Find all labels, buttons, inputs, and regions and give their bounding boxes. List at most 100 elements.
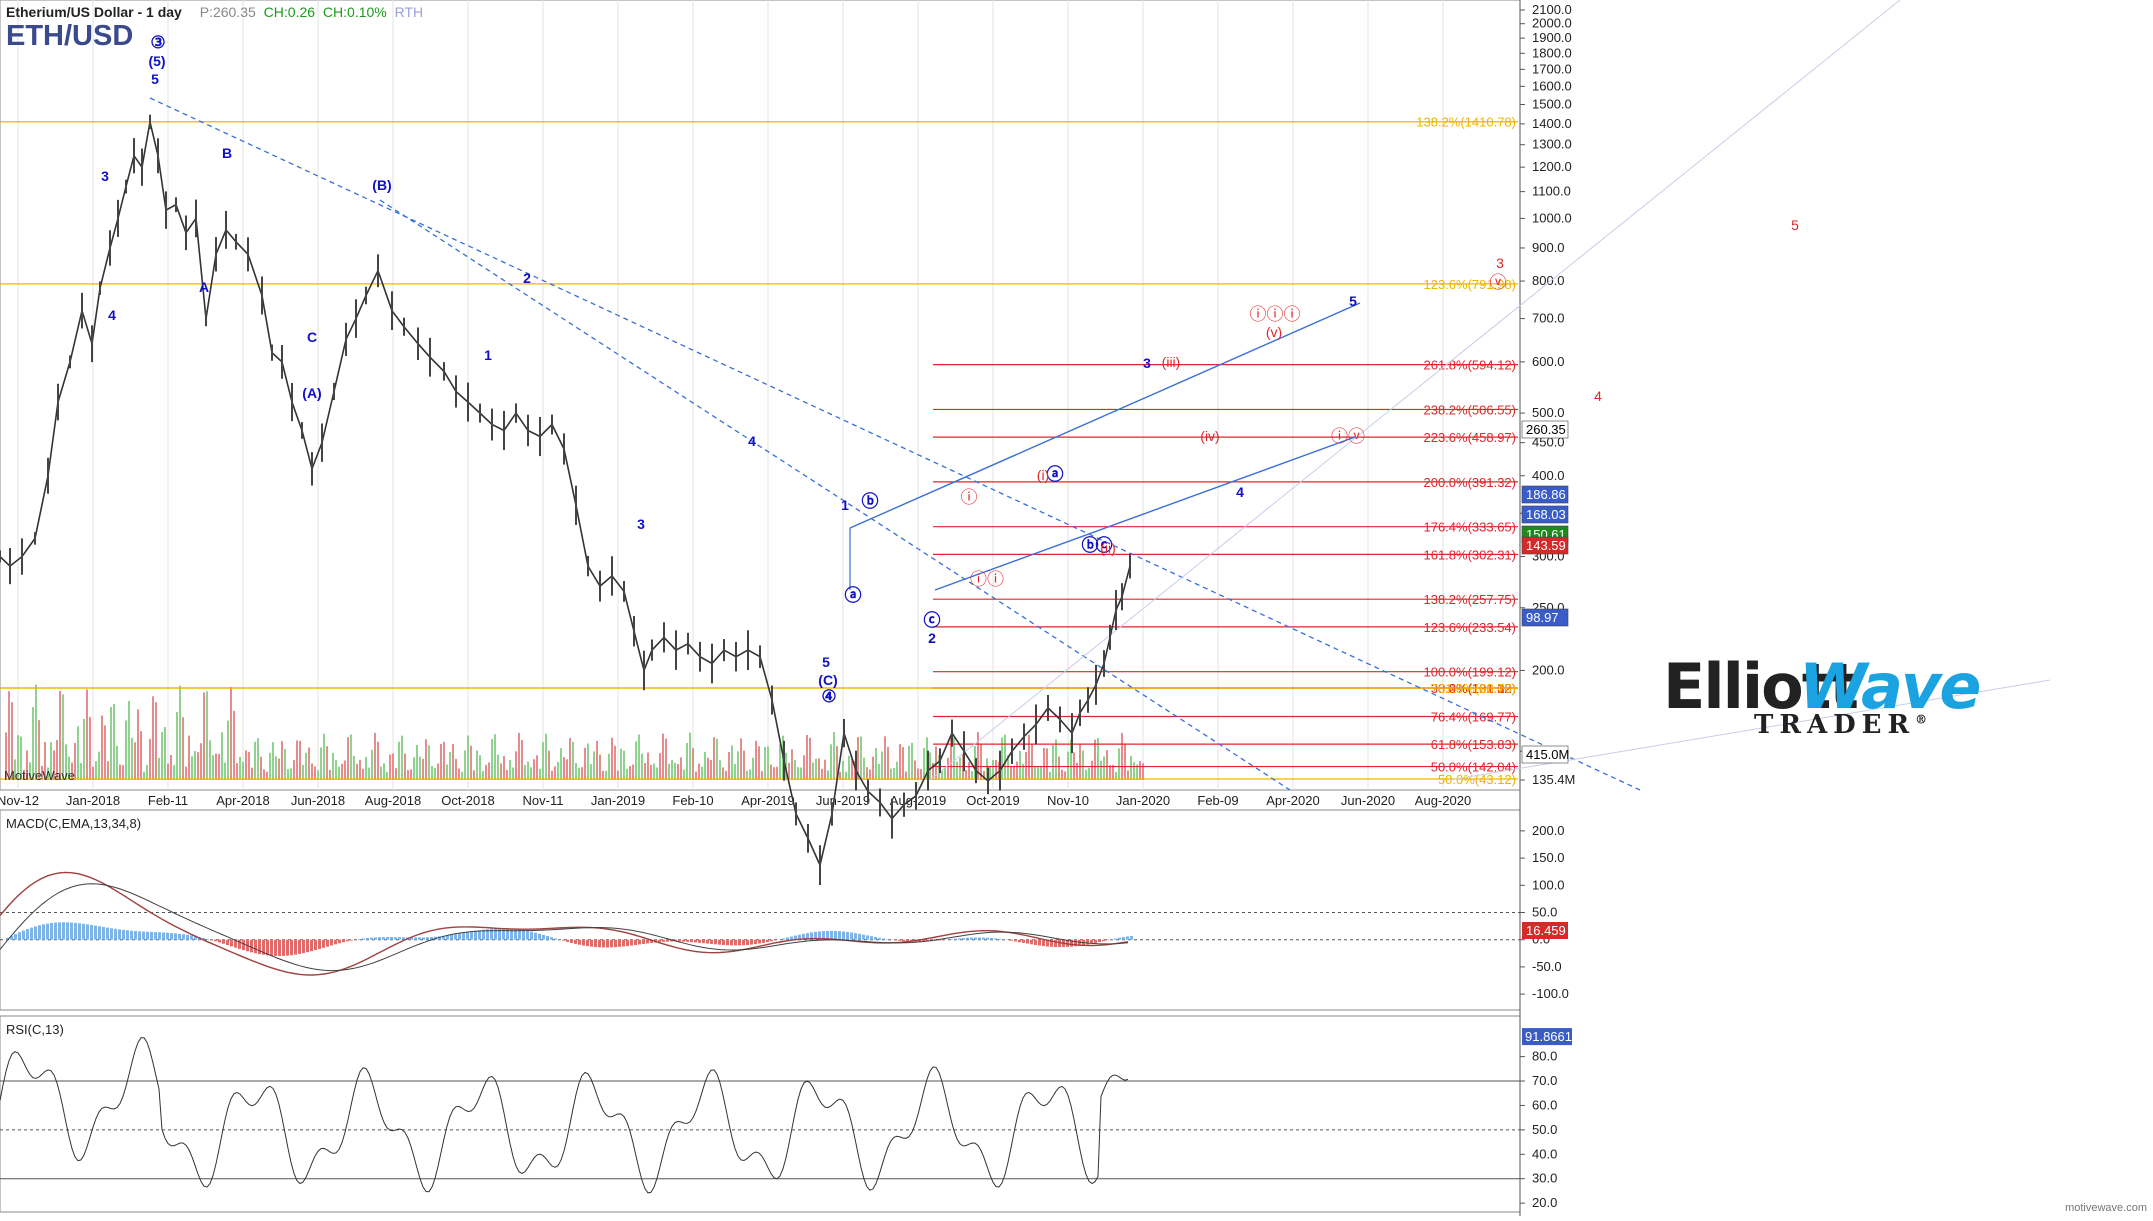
y-tick-label: 200.0 bbox=[1532, 662, 1565, 677]
symbol-label: Etherium/US Dollar - 1 day bbox=[6, 4, 182, 20]
x-tick-label: Jun-2018 bbox=[291, 793, 345, 808]
volume-bar bbox=[446, 764, 448, 780]
volume-bar bbox=[1130, 756, 1132, 780]
volume-bar bbox=[1109, 765, 1111, 780]
volume-bar bbox=[488, 762, 490, 780]
macd-histogram-bar bbox=[782, 938, 785, 939]
volume-bar bbox=[629, 766, 631, 780]
rsi-y-tick-label: 60.0 bbox=[1532, 1097, 1557, 1112]
volume-bar bbox=[923, 748, 925, 780]
volume-bar bbox=[1139, 761, 1141, 780]
macd-histogram-bar bbox=[34, 926, 37, 939]
volume-bar bbox=[362, 769, 364, 780]
macd-histogram-bar bbox=[630, 940, 633, 946]
volume-bar bbox=[380, 766, 382, 780]
volume-bar bbox=[344, 761, 346, 780]
volume-bar bbox=[794, 760, 796, 780]
macd-histogram-bar bbox=[1086, 940, 1089, 945]
volume-bar bbox=[995, 760, 997, 780]
volume-bar bbox=[149, 739, 151, 780]
macd-histogram-bar bbox=[1094, 940, 1097, 943]
macd-histogram-bar bbox=[562, 940, 565, 941]
macd-histogram-bar bbox=[706, 940, 709, 944]
x-tick-label: Nov-10 bbox=[1047, 793, 1089, 808]
macd-y-tick-label: 150.0 bbox=[1532, 850, 1565, 865]
x-tick-label: Oct-2019 bbox=[966, 793, 1019, 808]
price-readout: P:260.35 bbox=[200, 4, 256, 20]
logo-trader-text: TRADER bbox=[1754, 710, 1915, 740]
macd-histogram-bar bbox=[854, 933, 857, 940]
volume-bar bbox=[500, 763, 502, 780]
wave-label: ⓘⓘ bbox=[970, 570, 1004, 589]
macd-histogram-bar bbox=[78, 923, 81, 939]
macd-histogram-bar bbox=[842, 931, 845, 939]
macd-histogram-bar bbox=[990, 938, 993, 940]
volume-bar bbox=[452, 744, 454, 780]
macd-histogram-bar bbox=[686, 940, 689, 942]
macd-histogram-bar bbox=[586, 940, 589, 946]
macd-histogram-bar bbox=[466, 932, 469, 939]
volume-bar bbox=[920, 769, 922, 780]
macd-histogram-bar bbox=[1122, 937, 1125, 940]
macd-histogram-bar bbox=[150, 932, 153, 940]
macd-histogram-bar bbox=[386, 937, 389, 940]
macd-histogram-bar bbox=[702, 940, 705, 943]
macd-histogram-bar bbox=[866, 935, 869, 939]
volume-bar bbox=[686, 743, 688, 780]
macd-histogram-bar bbox=[474, 931, 477, 940]
macd-histogram-bar bbox=[614, 940, 617, 947]
volume-bar bbox=[581, 767, 583, 780]
wave-label: (5) bbox=[148, 53, 165, 69]
macd-histogram-bar bbox=[902, 940, 905, 942]
ticker-title: ETH/USD bbox=[6, 20, 133, 53]
wave-label: (A) bbox=[302, 385, 321, 401]
volume-bar bbox=[575, 763, 577, 780]
volume-bar bbox=[755, 741, 757, 780]
macd-histogram-bar bbox=[970, 938, 973, 940]
wave-label: (v) bbox=[1266, 324, 1282, 340]
fib-level-label: 138.2%(257.75) bbox=[1423, 592, 1516, 607]
volume-bar bbox=[710, 760, 712, 780]
volume-bar bbox=[299, 741, 301, 780]
macd-histogram-bar bbox=[254, 940, 257, 954]
macd-histogram-bar bbox=[626, 940, 629, 946]
volume-bar bbox=[1100, 761, 1102, 780]
volume-bar bbox=[1052, 745, 1054, 780]
volume-bar bbox=[128, 701, 130, 780]
y-tick-label: 1500.0 bbox=[1532, 97, 1572, 112]
volume-bar bbox=[914, 760, 916, 780]
wave-label: 5 bbox=[1791, 217, 1799, 233]
wave-label: 3 bbox=[1496, 255, 1504, 271]
volume-bar bbox=[593, 751, 595, 780]
macd-histogram-bar bbox=[114, 929, 117, 940]
volume-bar bbox=[548, 751, 550, 780]
volume-bar bbox=[179, 686, 181, 780]
fib-level-label: 61.8%(68.76) bbox=[1438, 681, 1516, 696]
volume-bar bbox=[668, 764, 670, 780]
macd-histogram-bar bbox=[618, 940, 621, 947]
macd-histogram-bar bbox=[226, 940, 229, 945]
macd-panel-frame bbox=[0, 810, 1520, 1010]
macd-histogram-bar bbox=[978, 937, 981, 939]
macd-histogram-bar bbox=[754, 940, 757, 944]
volume-bar bbox=[662, 734, 664, 780]
volume-bar bbox=[245, 750, 247, 780]
wave-label: ⓑ bbox=[862, 491, 879, 511]
macd-histogram-bar bbox=[106, 928, 109, 940]
volume-bar bbox=[1013, 766, 1015, 780]
volume-bar bbox=[704, 752, 706, 780]
volume-bar bbox=[623, 751, 625, 780]
volume-bar bbox=[656, 767, 658, 780]
macd-histogram-bar bbox=[18, 932, 21, 939]
volume-bar bbox=[335, 760, 337, 780]
macd-histogram-bar bbox=[218, 940, 221, 943]
volume-bar bbox=[1010, 767, 1012, 780]
volume-bar bbox=[1079, 744, 1081, 780]
macd-histogram-bar bbox=[310, 940, 313, 951]
volume-bar bbox=[476, 751, 478, 780]
volume-bar bbox=[671, 760, 673, 780]
volume-bar bbox=[110, 707, 112, 780]
macd-histogram-bar bbox=[22, 931, 25, 940]
macd-histogram-bar bbox=[522, 930, 525, 940]
macd-histogram-bar bbox=[158, 932, 161, 939]
